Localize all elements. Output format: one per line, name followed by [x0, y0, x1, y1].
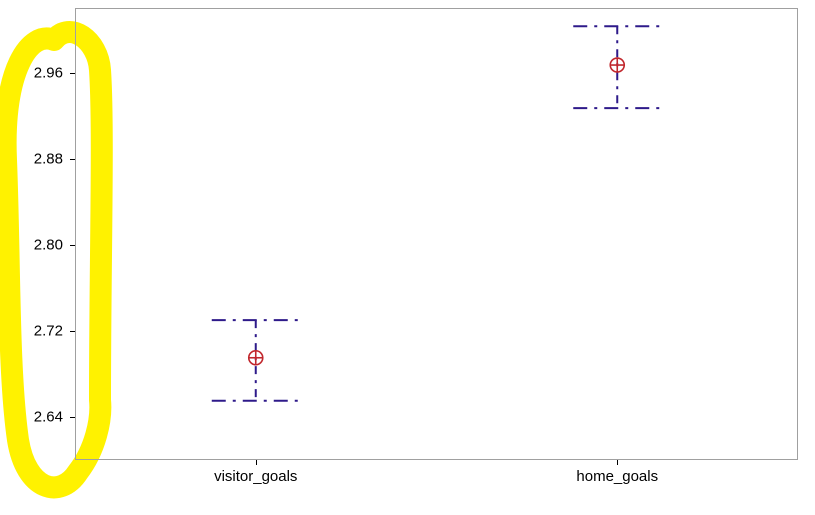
- x-tick-mark: [256, 460, 257, 465]
- y-tick-label: 2.88: [0, 150, 63, 167]
- y-tick-mark: [70, 159, 75, 160]
- y-tick-mark: [70, 73, 75, 74]
- y-tick-label: 2.72: [0, 322, 63, 339]
- y-tick-label: 2.80: [0, 236, 63, 253]
- y-tick-label: 2.64: [0, 408, 63, 425]
- y-tick-mark: [70, 417, 75, 418]
- x-tick-label: home_goals: [576, 468, 658, 485]
- y-tick-label: 2.96: [0, 64, 63, 81]
- y-tick-mark: [70, 245, 75, 246]
- x-tick-mark: [617, 460, 618, 465]
- x-tick-label: visitor_goals: [214, 468, 297, 485]
- y-tick-mark: [70, 331, 75, 332]
- chart-canvas: 2.64 2.72 2.80 2.88 2.96 visitor_goals home_g…: [0, 0, 815, 515]
- plot-area-border: [75, 8, 798, 460]
